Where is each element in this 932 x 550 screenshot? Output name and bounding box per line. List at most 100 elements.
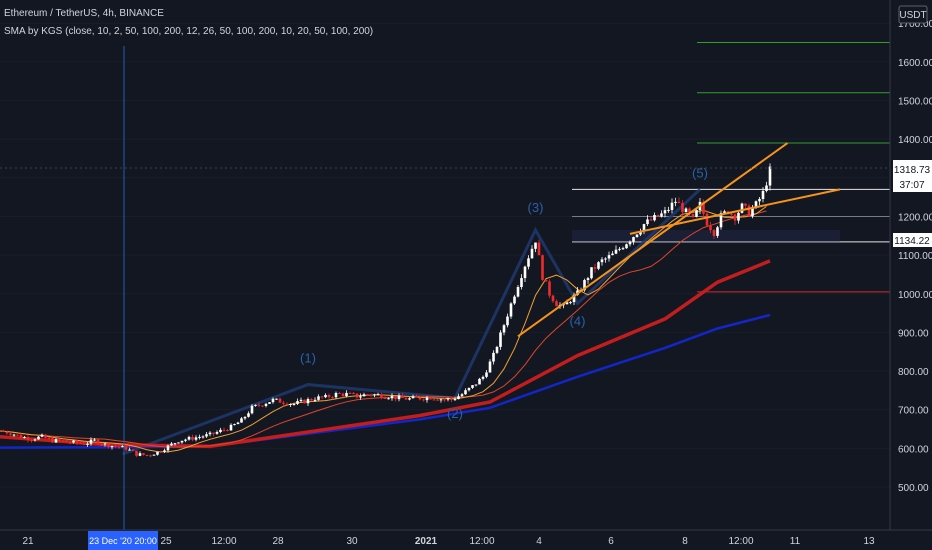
- candle-up: [324, 395, 327, 397]
- candle-down: [678, 202, 681, 203]
- time-tick-label: 28: [272, 536, 284, 547]
- candle-up: [769, 167, 772, 186]
- candle-down: [555, 301, 558, 306]
- elliott-wave-lines: [123, 189, 701, 454]
- candle-up: [671, 203, 674, 210]
- candle-down: [58, 439, 61, 440]
- candle-down: [65, 441, 68, 442]
- time-tick-label: 12:00: [469, 536, 494, 547]
- candle-down: [328, 395, 331, 397]
- candle-down: [16, 435, 19, 436]
- candle-up: [72, 441, 75, 443]
- candle-down: [443, 399, 446, 400]
- candle-down: [748, 206, 751, 217]
- candle-up: [219, 430, 222, 432]
- candle-up: [93, 440, 96, 441]
- candle-down: [286, 404, 289, 405]
- candle-down: [132, 450, 135, 451]
- candle-up: [503, 325, 506, 332]
- candle-down: [79, 443, 82, 444]
- candle-down: [338, 393, 341, 394]
- price-tick-label: 1000.00: [898, 290, 932, 301]
- currency-badge[interactable]: USDT: [899, 6, 927, 23]
- candle-down: [27, 437, 30, 440]
- candle-down: [30, 440, 33, 441]
- candle-up: [741, 204, 744, 213]
- candle-up: [216, 432, 219, 434]
- sma-orange-red-line: [0, 211, 767, 447]
- candle-down: [191, 437, 194, 440]
- candle-up: [188, 437, 191, 440]
- candle-down: [730, 214, 733, 215]
- time-tick-label: 8: [682, 536, 688, 547]
- candle-up: [307, 399, 310, 403]
- candle-up: [520, 278, 523, 287]
- candle-up: [464, 390, 467, 394]
- time-tick-label: 30: [346, 536, 358, 547]
- time-tick-label: 25: [160, 536, 172, 547]
- candle-up: [244, 417, 247, 419]
- sma-blue-line: [0, 315, 770, 448]
- candle-down: [118, 447, 121, 448]
- candle-up: [181, 441, 184, 443]
- candle-up: [13, 435, 16, 436]
- candle-down: [709, 226, 712, 230]
- candle-up: [268, 402, 271, 404]
- candle-up: [489, 362, 492, 373]
- candle-up: [272, 399, 275, 402]
- candle-up: [377, 394, 380, 395]
- candle-down: [258, 405, 261, 406]
- candle-down: [650, 219, 653, 220]
- candle-down: [681, 203, 684, 212]
- price-tick-label: 600.00: [898, 444, 929, 455]
- candle-down: [401, 396, 404, 398]
- candle-down: [384, 398, 387, 399]
- candle-down: [146, 455, 149, 456]
- candle-up: [765, 186, 768, 191]
- candle-up: [524, 267, 527, 278]
- time-tick-label: 12:00: [728, 536, 753, 547]
- candle-down: [6, 432, 9, 434]
- candle-down: [380, 394, 383, 398]
- candle-up: [412, 396, 415, 398]
- price-tick-label: 1200.00: [898, 212, 932, 223]
- candle-up: [629, 242, 632, 245]
- candle-down: [62, 441, 65, 442]
- candle-down: [48, 438, 51, 439]
- candle-up: [758, 199, 761, 201]
- candle-up: [506, 317, 509, 326]
- candle-up: [156, 452, 159, 455]
- candle-down: [349, 393, 352, 394]
- candle-down: [692, 214, 695, 217]
- candle-down: [114, 446, 117, 447]
- candle-up: [597, 262, 600, 269]
- candle-down: [51, 438, 54, 442]
- wave-path: [123, 189, 701, 454]
- candle-down: [548, 282, 551, 296]
- candle-up: [426, 397, 429, 400]
- candle-up: [177, 442, 180, 443]
- candle-down: [545, 280, 548, 282]
- price-tick-label: 1100.00: [898, 251, 932, 262]
- candle-up: [167, 445, 170, 450]
- candle-down: [212, 433, 215, 434]
- candle-down: [405, 398, 408, 400]
- candle-up: [237, 423, 240, 425]
- candle-up: [247, 413, 250, 416]
- candle-down: [429, 397, 432, 399]
- candle-up: [363, 394, 366, 396]
- candle-up: [170, 444, 173, 446]
- candle-up: [496, 347, 499, 353]
- candle-down: [76, 441, 79, 443]
- candle-down: [538, 243, 541, 256]
- candle-down: [331, 397, 334, 398]
- candle-up: [373, 394, 376, 395]
- candle-up: [492, 353, 495, 362]
- candle-down: [226, 430, 229, 431]
- candle-up: [590, 267, 593, 278]
- currency-label: USDT: [899, 10, 926, 21]
- candle-up: [34, 439, 37, 440]
- candle-up: [471, 385, 474, 388]
- candle-up: [205, 434, 208, 436]
